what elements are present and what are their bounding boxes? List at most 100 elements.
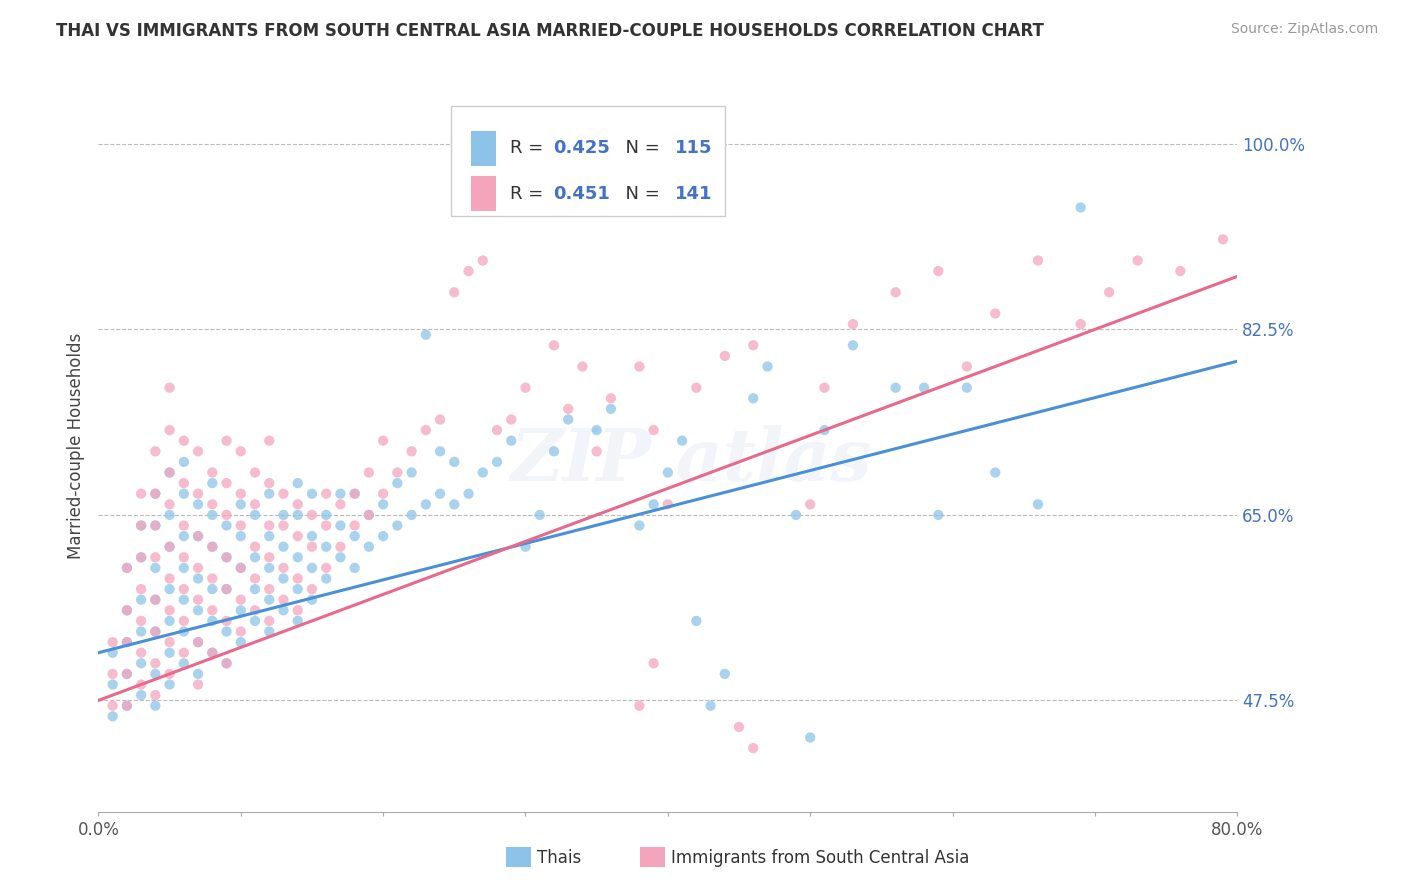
Point bbox=[343, 518, 366, 533]
Point bbox=[129, 592, 152, 607]
Point bbox=[101, 677, 124, 691]
Point bbox=[742, 338, 765, 352]
FancyBboxPatch shape bbox=[451, 106, 725, 216]
Point bbox=[287, 508, 309, 522]
Point bbox=[259, 624, 281, 639]
Point bbox=[799, 497, 821, 511]
Point bbox=[159, 466, 181, 480]
Text: 0.451: 0.451 bbox=[553, 185, 610, 202]
Point bbox=[115, 698, 138, 713]
Point bbox=[301, 486, 323, 500]
Point bbox=[927, 508, 949, 522]
Point bbox=[201, 476, 224, 491]
Point bbox=[301, 540, 323, 554]
Point bbox=[173, 614, 195, 628]
Point bbox=[115, 561, 138, 575]
Point bbox=[129, 646, 152, 660]
Point bbox=[273, 603, 295, 617]
Point bbox=[301, 529, 323, 543]
Point bbox=[600, 401, 623, 416]
Point bbox=[201, 646, 224, 660]
Point bbox=[273, 572, 295, 586]
Point bbox=[115, 561, 138, 575]
Point bbox=[201, 582, 224, 596]
Point bbox=[742, 741, 765, 756]
Point bbox=[387, 518, 409, 533]
Point bbox=[1026, 497, 1049, 511]
Point bbox=[501, 434, 523, 448]
Point bbox=[129, 688, 152, 702]
Point bbox=[415, 327, 437, 342]
Point bbox=[343, 486, 366, 500]
Point bbox=[187, 486, 209, 500]
Point bbox=[243, 572, 266, 586]
Point bbox=[229, 561, 252, 575]
Point bbox=[215, 550, 238, 565]
Point bbox=[329, 486, 352, 500]
Point bbox=[301, 592, 323, 607]
Point bbox=[243, 497, 266, 511]
Point bbox=[173, 518, 195, 533]
Point bbox=[259, 582, 281, 596]
Text: R =: R = bbox=[509, 139, 548, 158]
Point bbox=[415, 497, 437, 511]
Point bbox=[159, 466, 181, 480]
Point bbox=[145, 518, 167, 533]
Text: 115: 115 bbox=[675, 139, 713, 158]
Text: N =: N = bbox=[614, 185, 666, 202]
Point bbox=[215, 614, 238, 628]
Point bbox=[329, 497, 352, 511]
Point bbox=[515, 381, 537, 395]
Point bbox=[145, 486, 167, 500]
Point bbox=[101, 646, 124, 660]
Point bbox=[401, 466, 423, 480]
Point bbox=[243, 540, 266, 554]
Point bbox=[159, 667, 181, 681]
Point bbox=[301, 561, 323, 575]
Point bbox=[159, 582, 181, 596]
Point bbox=[201, 614, 224, 628]
Point bbox=[145, 688, 167, 702]
Point bbox=[714, 349, 737, 363]
Point bbox=[201, 497, 224, 511]
Point bbox=[145, 667, 167, 681]
Point bbox=[159, 508, 181, 522]
Point bbox=[129, 657, 152, 671]
Point bbox=[187, 635, 209, 649]
Point bbox=[842, 317, 865, 331]
Text: 0.425: 0.425 bbox=[553, 139, 610, 158]
Point bbox=[842, 338, 865, 352]
Point bbox=[529, 508, 551, 522]
Point bbox=[329, 518, 352, 533]
Point bbox=[543, 338, 565, 352]
Point bbox=[215, 582, 238, 596]
Point bbox=[145, 518, 167, 533]
Point bbox=[173, 657, 195, 671]
Point bbox=[145, 486, 167, 500]
Point bbox=[129, 550, 152, 565]
Point bbox=[159, 635, 181, 649]
Point bbox=[229, 497, 252, 511]
Point bbox=[145, 592, 167, 607]
Point bbox=[273, 508, 295, 522]
Point bbox=[343, 486, 366, 500]
Point bbox=[259, 518, 281, 533]
Point bbox=[187, 677, 209, 691]
Point bbox=[329, 550, 352, 565]
Point bbox=[229, 592, 252, 607]
Point bbox=[315, 540, 337, 554]
Point bbox=[315, 572, 337, 586]
Point bbox=[243, 550, 266, 565]
Point bbox=[714, 667, 737, 681]
Point bbox=[912, 381, 935, 395]
Point bbox=[785, 508, 807, 522]
Point bbox=[671, 434, 693, 448]
Point bbox=[173, 561, 195, 575]
Point bbox=[742, 392, 765, 406]
Point bbox=[215, 624, 238, 639]
Point bbox=[585, 444, 607, 458]
Point bbox=[259, 592, 281, 607]
Point bbox=[287, 603, 309, 617]
Point bbox=[557, 401, 579, 416]
Point bbox=[145, 550, 167, 565]
